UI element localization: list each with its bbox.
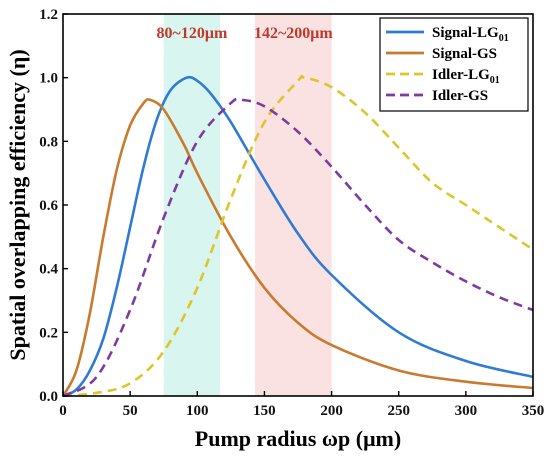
y-tick-label: 0.4 bbox=[39, 262, 58, 278]
y-tick-label: 0.2 bbox=[39, 325, 58, 341]
y-tick-label: 1.0 bbox=[39, 71, 58, 87]
x-tick-label: 0 bbox=[59, 403, 67, 419]
legend-label: Idler-GS bbox=[432, 88, 488, 104]
series-line bbox=[62, 75, 534, 398]
band-label: 142~200μm bbox=[254, 25, 333, 42]
x-tick-label: 200 bbox=[320, 403, 343, 419]
y-axis-title: Spatial overlapping efficiency (η) bbox=[5, 49, 30, 360]
highlight-band bbox=[163, 14, 221, 396]
y-tick-label: 1.2 bbox=[39, 7, 58, 23]
highlight-bands bbox=[163, 14, 332, 396]
y-tick-label: 0.0 bbox=[39, 389, 58, 405]
band-label: 80~120μm bbox=[157, 25, 228, 42]
x-axis-title: Pump radius ωp (μm) bbox=[195, 426, 401, 451]
x-tick-label: 350 bbox=[522, 403, 545, 419]
x-tick-label: 50 bbox=[123, 403, 138, 419]
series-line bbox=[61, 98, 534, 397]
legend-label: Signal-LG01 bbox=[432, 25, 509, 44]
x-tick-label: 150 bbox=[253, 403, 276, 419]
x-tick-label: 250 bbox=[387, 403, 410, 419]
legend-label: Signal-GS bbox=[432, 46, 497, 62]
y-tick-label: 0.8 bbox=[39, 134, 58, 150]
x-tick-label: 100 bbox=[186, 403, 209, 419]
legend-label: Idler-LG01 bbox=[432, 67, 500, 86]
axis-ticks: 0 50 100 150 200 250 300 350 0.0 0.2 0.4 0.6 0.8 1.0 1… bbox=[39, 7, 544, 419]
y-tick-label: 0.6 bbox=[39, 198, 58, 214]
series-line bbox=[62, 74, 534, 398]
series-line bbox=[62, 97, 534, 398]
legend: Signal-LG01 Signal-GS Idler-LG01 Idler-GS bbox=[379, 17, 529, 112]
band-labels: 80~120μm 142~200μm bbox=[157, 25, 334, 42]
x-tick-label: 300 bbox=[455, 403, 478, 419]
highlight-band bbox=[255, 14, 332, 396]
curves bbox=[61, 74, 534, 398]
